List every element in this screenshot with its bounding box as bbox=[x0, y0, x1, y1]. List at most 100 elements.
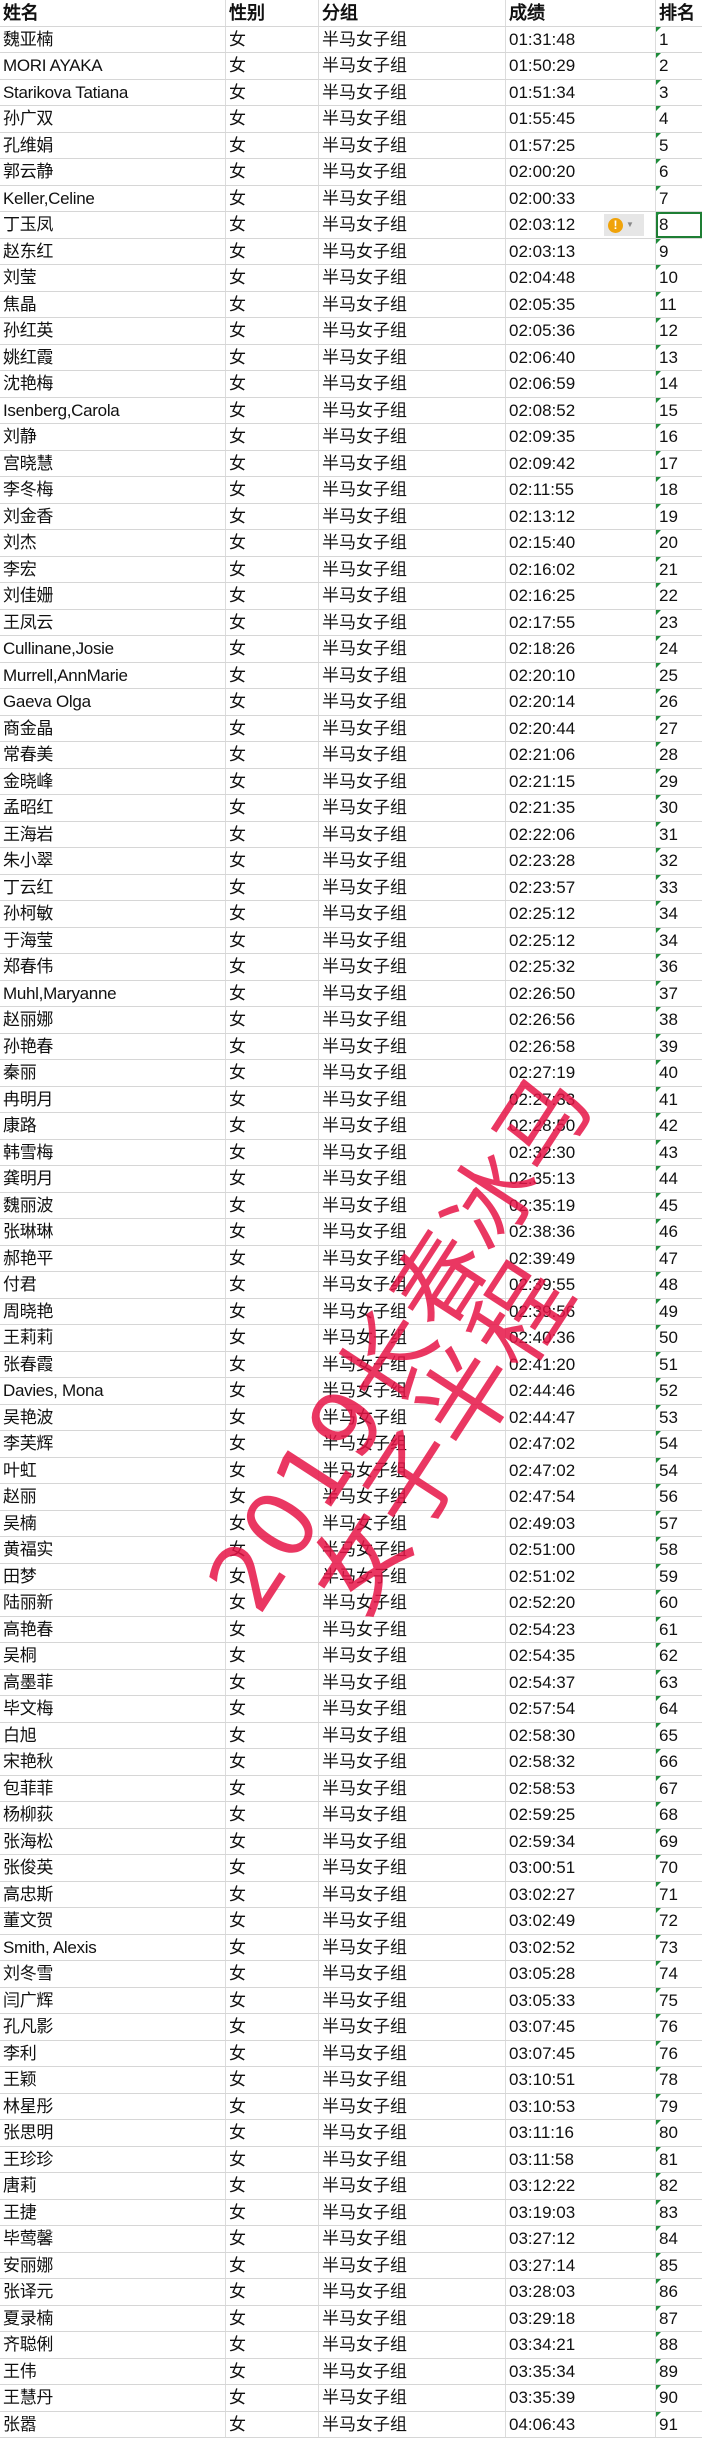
cell-group[interactable]: 半马女子组 bbox=[319, 742, 506, 768]
cell-group[interactable]: 半马女子组 bbox=[319, 2358, 506, 2384]
cell-group[interactable]: 半马女子组 bbox=[319, 1563, 506, 1589]
cell-group[interactable]: 半马女子组 bbox=[319, 371, 506, 397]
cell-group[interactable]: 半马女子组 bbox=[319, 1643, 506, 1669]
cell-rank[interactable]: 12 bbox=[656, 318, 702, 344]
cell-gender[interactable]: 女 bbox=[226, 1245, 319, 1271]
cell-group[interactable]: 半马女子组 bbox=[319, 79, 506, 105]
cell-rank[interactable]: 91 bbox=[656, 2411, 702, 2438]
cell-gender[interactable]: 女 bbox=[226, 1166, 319, 1192]
cell-time[interactable]: 02:13:12 bbox=[506, 503, 656, 529]
cell-name[interactable]: 李冬梅 bbox=[0, 477, 226, 503]
cell-group[interactable]: 半马女子组 bbox=[319, 2014, 506, 2040]
cell-time[interactable]: 02:58:30 bbox=[506, 1722, 656, 1748]
cell-gender[interactable]: 女 bbox=[226, 1696, 319, 1722]
cell-name[interactable]: Davies, Mona bbox=[0, 1378, 226, 1404]
cell-gender[interactable]: 女 bbox=[226, 238, 319, 264]
cell-time[interactable]: 02:47:02 bbox=[506, 1457, 656, 1483]
cell-name[interactable]: 孙红英 bbox=[0, 318, 226, 344]
cell-time[interactable]: 03:02:27 bbox=[506, 1881, 656, 1907]
cell-name[interactable]: 刘佳姗 bbox=[0, 583, 226, 609]
cell-group[interactable]: 半马女子组 bbox=[319, 2199, 506, 2225]
cell-time[interactable]: 02:22:06 bbox=[506, 821, 656, 847]
cell-group[interactable]: 半马女子组 bbox=[319, 185, 506, 211]
cell-rank[interactable]: 47 bbox=[656, 1245, 702, 1272]
cell-name[interactable]: 李利 bbox=[0, 2040, 226, 2066]
cell-time[interactable]: 02:06:40 bbox=[506, 344, 656, 370]
cell-rank[interactable]: 23 bbox=[656, 609, 702, 636]
cell-group[interactable]: 半马女子组 bbox=[319, 2093, 506, 2119]
cell-rank[interactable]: 74 bbox=[656, 1961, 702, 1987]
cell-group[interactable]: 半马女子组 bbox=[319, 1881, 506, 1907]
cell-rank[interactable]: 84 bbox=[656, 2226, 702, 2252]
cell-time[interactable]: 02:05:36 bbox=[506, 318, 656, 344]
cell-group[interactable]: 半马女子组 bbox=[319, 238, 506, 264]
cell-gender[interactable]: 女 bbox=[226, 106, 319, 132]
cell-gender[interactable]: 女 bbox=[226, 1272, 319, 1298]
cell-group[interactable]: 半马女子组 bbox=[319, 1325, 506, 1351]
cell-gender[interactable]: 女 bbox=[226, 1086, 319, 1112]
cell-time[interactable]: 02:27:19 bbox=[506, 1060, 656, 1086]
cell-time[interactable]: 02:38:36 bbox=[506, 1219, 656, 1245]
cell-name[interactable]: 齐聪俐 bbox=[0, 2332, 226, 2358]
cell-name[interactable]: 唐莉 bbox=[0, 2173, 226, 2199]
cell-name[interactable]: 宫晓慧 bbox=[0, 450, 226, 476]
cell-rank[interactable]: 57 bbox=[656, 1510, 702, 1537]
cell-gender[interactable]: 女 bbox=[226, 2226, 319, 2252]
cell-name[interactable]: 陆丽新 bbox=[0, 1590, 226, 1616]
cell-rank[interactable]: 83 bbox=[656, 2199, 702, 2226]
cell-group[interactable]: 半马女子组 bbox=[319, 821, 506, 847]
cell-rank[interactable]: 5 bbox=[656, 132, 702, 159]
cell-group[interactable]: 半马女子组 bbox=[319, 1828, 506, 1854]
cell-gender[interactable]: 女 bbox=[226, 159, 319, 185]
cell-rank[interactable]: 21 bbox=[656, 556, 702, 583]
cell-gender[interactable]: 女 bbox=[226, 1457, 319, 1483]
cell-gender[interactable]: 女 bbox=[226, 2358, 319, 2384]
cell-rank[interactable]: 56 bbox=[656, 1484, 702, 1510]
cell-rank[interactable]: 59 bbox=[656, 1563, 702, 1590]
cell-gender[interactable]: 女 bbox=[226, 1537, 319, 1563]
cell-name[interactable]: 孙柯敏 bbox=[0, 901, 226, 927]
cell-time[interactable]: 02:25:12 bbox=[506, 927, 656, 953]
cell-gender[interactable]: 女 bbox=[226, 1351, 319, 1377]
cell-time[interactable]: 02:03:13 bbox=[506, 238, 656, 264]
cell-rank[interactable]: 31 bbox=[656, 821, 702, 848]
cell-name[interactable]: 韩雪梅 bbox=[0, 1139, 226, 1165]
cell-group[interactable]: 半马女子组 bbox=[319, 1908, 506, 1934]
cell-name[interactable]: 刘冬雪 bbox=[0, 1961, 226, 1987]
cell-rank[interactable]: 70 bbox=[656, 1855, 702, 1881]
cell-group[interactable]: 半马女子组 bbox=[319, 662, 506, 688]
cell-name[interactable]: 冉明月 bbox=[0, 1086, 226, 1112]
cell-gender[interactable]: 女 bbox=[226, 689, 319, 715]
cell-name[interactable]: Starikova Tatiana bbox=[0, 79, 226, 105]
cell-rank[interactable]: 8 bbox=[656, 212, 702, 238]
cell-group[interactable]: 半马女子组 bbox=[319, 26, 506, 52]
cell-gender[interactable]: 女 bbox=[226, 1934, 319, 1960]
cell-name[interactable]: 高忠斯 bbox=[0, 1881, 226, 1907]
cell-name[interactable]: 魏丽波 bbox=[0, 1192, 226, 1218]
cell-group[interactable]: 半马女子组 bbox=[319, 927, 506, 953]
cell-rank[interactable]: 81 bbox=[656, 2146, 702, 2173]
cell-group[interactable]: 半马女子组 bbox=[319, 159, 506, 185]
cell-group[interactable]: 半马女子组 bbox=[319, 2252, 506, 2278]
cell-gender[interactable]: 女 bbox=[226, 503, 319, 529]
cell-name[interactable]: 丁云红 bbox=[0, 874, 226, 900]
cell-group[interactable]: 半马女子组 bbox=[319, 1139, 506, 1165]
cell-rank[interactable]: 11 bbox=[656, 291, 702, 318]
cell-name[interactable]: 白旭 bbox=[0, 1722, 226, 1748]
cell-rank[interactable]: 30 bbox=[656, 795, 702, 821]
cell-time[interactable]: 02:11:55 bbox=[506, 477, 656, 503]
cell-rank[interactable]: 7 bbox=[656, 185, 702, 212]
cell-time[interactable]: 02:54:35 bbox=[506, 1643, 656, 1669]
cell-rank[interactable]: 54 bbox=[656, 1457, 702, 1484]
cell-gender[interactable]: 女 bbox=[226, 1192, 319, 1218]
cell-name[interactable]: 孔维娟 bbox=[0, 132, 226, 158]
cell-rank[interactable]: 32 bbox=[656, 848, 702, 874]
cell-name[interactable]: 刘金香 bbox=[0, 503, 226, 529]
cell-name[interactable]: 夏录楠 bbox=[0, 2305, 226, 2331]
cell-group[interactable]: 半马女子组 bbox=[319, 424, 506, 450]
cell-group[interactable]: 半马女子组 bbox=[319, 477, 506, 503]
cell-time[interactable]: 02:16:02 bbox=[506, 556, 656, 582]
cell-gender[interactable]: 女 bbox=[226, 2067, 319, 2093]
header-group[interactable]: 分组 bbox=[319, 0, 506, 26]
cell-rank[interactable]: 80 bbox=[656, 2120, 702, 2146]
